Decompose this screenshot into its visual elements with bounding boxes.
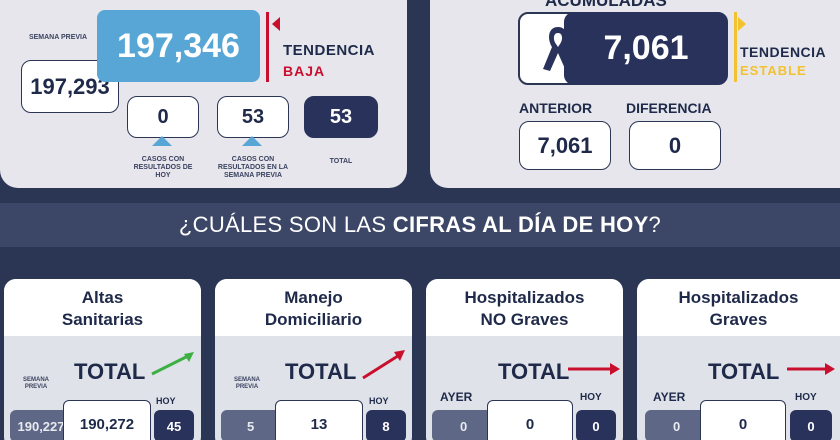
card-title-line2: Domiciliario: [264, 309, 363, 329]
anterior-value: 7,061: [519, 121, 611, 170]
diferencia-label: DIFERENCIA: [626, 100, 712, 116]
tendencia-label: TENDENCIA: [283, 42, 376, 59]
trend-up-arrow-icon: [151, 352, 194, 376]
card-left-value: 5: [221, 410, 283, 440]
accumulated-value: 7,061: [564, 12, 728, 85]
card-title: Hospitalizados NO Graves: [426, 279, 623, 336]
card-title-line2: Graves: [709, 309, 768, 329]
card-altas-sanitarias: Altas Sanitarias TOTAL SEMANA PREVIA HOY …: [4, 279, 201, 440]
card-left-value: 0: [432, 410, 494, 440]
total-value: 53: [304, 96, 378, 138]
card-title: Altas Sanitarias: [4, 279, 201, 336]
tendencia-state: BAJA: [283, 63, 326, 79]
card-left-label: AYER: [653, 390, 686, 404]
card-title-line2: Sanitarias: [61, 309, 144, 329]
casos-hoy-label: CASOS CON RESULTADOS DE HOY: [133, 156, 193, 179]
card-title-line1: Hospitalizados: [678, 287, 799, 307]
tendencia-state-right: ESTABLE: [740, 63, 807, 78]
trend-divider-right: [734, 12, 737, 82]
flag-icon-right: [738, 17, 746, 31]
card-title: Hospitalizados Graves: [637, 279, 840, 336]
semana-previa-label: SEMANA PREVIA: [28, 34, 88, 41]
card-left-value: 0: [645, 410, 707, 440]
card-mid-value: 13: [275, 400, 363, 440]
card-right-value: 0: [790, 410, 832, 440]
trend-flat-arrow-icon: [568, 363, 620, 375]
card-right-value: 45: [154, 410, 194, 440]
card-left-label: SEMANA PREVIA: [233, 377, 260, 390]
card-title: Manejo Domiciliario: [215, 279, 412, 336]
tendencia-label-right: TENDENCIA: [740, 44, 827, 60]
casos-hoy-value: 0: [127, 96, 199, 138]
cases-panel: SEMANA PREVIA 197,293 197,346 TENDENCIA …: [0, 0, 407, 188]
banner-bold: CIFRAS AL DÍA DE HOY: [392, 212, 649, 237]
flag-icon: [272, 17, 280, 31]
total-label: TOTAL: [329, 158, 353, 165]
card-left-label: AYER: [440, 390, 473, 404]
card-mid-value: 0: [700, 400, 786, 440]
card-title-line1: Manejo: [284, 287, 343, 307]
trend-divider: [266, 12, 269, 82]
card-mid-value: 0: [487, 400, 573, 440]
banner-prefix: ¿CUÁLES SON LAS: [178, 212, 393, 237]
card-right-value: 0: [576, 410, 616, 440]
card-right-label: HOY: [795, 392, 817, 403]
card-total-label: TOTAL: [708, 359, 780, 384]
casos-semana-label: CASOS CON RESULTADOS EN LA SEMANA PREVIA: [217, 156, 289, 179]
card-left-value: 190,227: [10, 410, 72, 440]
card-right-value: 8: [366, 410, 406, 440]
card-title-line1: Altas: [81, 287, 124, 307]
deaths-panel: ACUMULADAS 7,061 TENDENCIA ESTABLE ANTER…: [430, 0, 840, 188]
card-manejo-domiciliario: Manejo Domiciliario TOTAL SEMANA PREVIA H…: [215, 279, 412, 440]
card-mid-value: 190,272: [63, 400, 151, 440]
card-total-label: TOTAL: [285, 359, 357, 384]
card-hospitalizados-graves: Hospitalizados Graves TOTAL AYER HOY 0 0 …: [637, 279, 840, 440]
card-total-label: TOTAL: [74, 359, 146, 384]
banner-suffix: ?: [648, 212, 662, 237]
anterior-label: ANTERIOR: [519, 100, 593, 116]
trend-flat-arrow-icon: [787, 363, 835, 375]
casos-hoy-pointer: [152, 136, 172, 146]
current-cases-value: 197,346: [97, 10, 260, 82]
card-hospitalizados-no-graves: Hospitalizados NO Graves TOTAL AYER HOY 0…: [426, 279, 623, 440]
card-title-line2: NO Graves: [480, 309, 569, 329]
acumuladas-heading: ACUMULADAS: [545, 0, 667, 10]
trend-up-arrow-icon: [362, 350, 405, 380]
card-right-label: HOY: [369, 396, 389, 406]
card-left-label: SEMANA PREVIA: [22, 377, 49, 390]
casos-semana-value: 53: [217, 96, 289, 138]
today-figures-banner: ¿CUÁLES SON LAS CIFRAS AL DÍA DE HOY ?: [0, 203, 840, 247]
card-right-label: HOY: [156, 396, 176, 406]
casos-semana-pointer: [242, 136, 262, 146]
diferencia-value: 0: [629, 121, 721, 170]
card-title-line1: Hospitalizados: [464, 287, 585, 307]
card-right-label: HOY: [580, 392, 602, 403]
card-total-label: TOTAL: [498, 359, 570, 384]
